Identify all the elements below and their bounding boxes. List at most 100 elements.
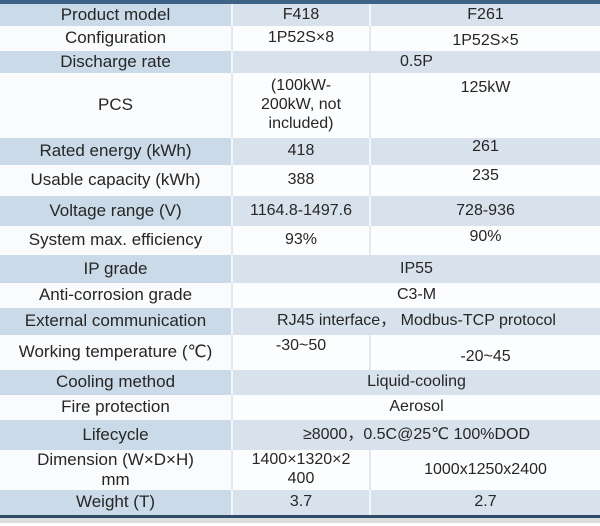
label-text: Weight (T) [75, 492, 156, 512]
value-f418: 1164.8-1497.6 [231, 196, 370, 226]
label-text: Lifecycle [82, 424, 149, 444]
bottom-edge-strip [0, 517, 600, 523]
row-label: Fire protection [0, 395, 232, 420]
value-text: 125kW [460, 79, 511, 96]
label-text: Rated energy (kWh) [39, 141, 192, 161]
value-f261: 1000x1250x2400 [369, 450, 600, 491]
value-f418: 418 [231, 138, 370, 165]
row-label: Rated energy (kWh) [0, 138, 232, 165]
value-f261: F261 [369, 2, 600, 26]
value-text: 1164.8-1497.6 [249, 201, 352, 219]
table-row: Configuration 1P52S×8 1P52S×5 [0, 26, 600, 51]
value-merged: C3-M [231, 283, 600, 308]
label-text: Fire protection [61, 397, 170, 417]
row-label: IP grade [0, 255, 232, 283]
label-text: Cooling method [55, 372, 176, 392]
value-text: -20~45 [460, 348, 511, 366]
value-f261: 728-936 [369, 196, 600, 226]
row-label: Discharge rate [0, 51, 232, 73]
label-text: Product model [60, 4, 171, 24]
value-f418: -30~50 [231, 335, 370, 370]
value-text: (100kW-200kW, not included) [260, 77, 342, 132]
value-merged: RJ45 interface， Modbus-TCP protocol [231, 308, 600, 335]
value-text: 235 [472, 167, 499, 185]
table-row: Fire protection Aerosol [0, 395, 600, 420]
value-merged: Aerosol [231, 395, 600, 420]
value-text: F261 [467, 5, 504, 23]
row-label: Product model [0, 2, 232, 26]
value-f418: 1P52S×8 [231, 26, 370, 51]
table-row: Rated energy (kWh) 418 261 [0, 138, 600, 165]
label-text: External communication [24, 311, 207, 331]
row-label: Configuration [0, 26, 232, 51]
row-label: Cooling method [0, 370, 232, 395]
table-row: External communication RJ45 interface， M… [0, 308, 600, 335]
row-label: Lifecycle [0, 420, 232, 450]
table-row: PCS (100kW-200kW, not included) 125kW [0, 73, 600, 138]
value-text: 1P52S×8 [267, 29, 335, 47]
value-text: 3.7 [289, 492, 313, 510]
value-merged: 0.5P [231, 51, 600, 73]
table-row: Anti-corrosion grade C3-M [0, 283, 600, 308]
value-text: 93% [284, 231, 318, 249]
row-label: Anti-corrosion grade [0, 283, 232, 308]
row-label: PCS [0, 73, 232, 138]
value-text: 728-936 [456, 201, 515, 219]
value-merged: ≥8000，0.5C@25℃ 100%DOD [231, 420, 600, 450]
label-text: Anti-corrosion grade [38, 285, 193, 305]
table-row: Cooling method Liquid-cooling [0, 370, 600, 395]
value-text: F418 [282, 5, 320, 23]
value-f261: 235 [369, 165, 600, 196]
table-row: Dimension (W×D×H) mm 1400×1320×2400 1000… [0, 450, 600, 491]
label-text: Discharge rate [60, 51, 171, 71]
value-merged: Liquid-cooling [231, 370, 600, 395]
label-text: IP grade [83, 258, 148, 278]
table-row: Product model F418 F261 [0, 2, 600, 26]
value-f418: 1400×1320×2400 [231, 450, 370, 491]
row-label: External communication [0, 308, 232, 335]
value-text: ≥8000，0.5C@25℃ 100%DOD [302, 425, 531, 443]
label-text: Working temperature (℃) [18, 342, 213, 362]
value-text: 0.5P [400, 52, 433, 70]
label-text: Configuration [64, 28, 167, 48]
value-f418: 3.7 [231, 490, 370, 517]
table-row: Lifecycle ≥8000，0.5C@25℃ 100%DOD [0, 420, 600, 450]
value-text: C3-M [396, 286, 437, 304]
value-text: 261 [472, 138, 499, 156]
table-row: System max. efficiency 93% 90% [0, 226, 600, 255]
value-f418: F418 [231, 2, 370, 26]
table-row: Discharge rate 0.5P [0, 51, 600, 73]
label-text: Voltage range (V) [49, 200, 182, 220]
value-f261: 2.7 [369, 490, 600, 517]
value-text: 90% [469, 228, 502, 246]
label-text: PCS [98, 95, 133, 115]
value-f261: 125kW [369, 73, 600, 138]
table-row: Usable capacity (kWh) 388 235 [0, 165, 600, 196]
table-row: Working temperature (℃) -30~50 -20~45 [0, 335, 600, 370]
table-row: Weight (T) 3.7 2.7 [0, 490, 600, 517]
label-text: System max. efficiency [28, 230, 203, 250]
value-text: 1000x1250x2400 [424, 460, 547, 478]
value-text: -30~50 [275, 337, 327, 355]
label-text: Usable capacity (kWh) [30, 170, 201, 190]
label-text: Dimension (W×D×H) mm [37, 450, 194, 490]
value-text: 2.7 [474, 492, 497, 510]
value-text: 1P52S×5 [452, 32, 519, 50]
value-text: IP55 [400, 259, 433, 277]
value-text: Liquid-cooling [367, 373, 466, 391]
table-row: Voltage range (V) 1164.8-1497.6 728-936 [0, 196, 600, 226]
row-label: Usable capacity (kWh) [0, 165, 232, 196]
value-f261: 261 [369, 138, 600, 165]
row-label: Voltage range (V) [0, 196, 232, 226]
row-label: Weight (T) [0, 490, 232, 517]
value-text: RJ45 interface， Modbus-TCP protocol [277, 312, 556, 330]
value-f261: -20~45 [369, 335, 600, 370]
value-f418: (100kW-200kW, not included) [231, 73, 370, 138]
row-label: Working temperature (℃) [0, 335, 232, 370]
value-f261: 1P52S×5 [369, 26, 600, 51]
row-label: Dimension (W×D×H) mm [0, 450, 232, 491]
value-f261: 90% [369, 226, 600, 255]
value-merged: IP55 [231, 255, 600, 283]
